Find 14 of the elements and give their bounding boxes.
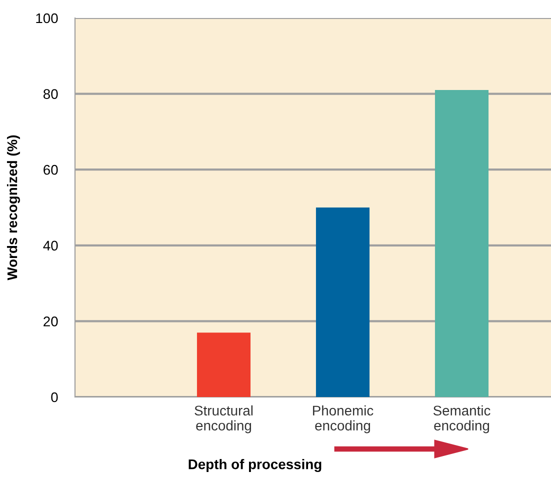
y-tick-label: 100 xyxy=(36,13,58,24)
y-tick-label: 60 xyxy=(44,164,58,175)
x-tick-label: Structural encoding xyxy=(194,405,253,434)
y-tick-label: 80 xyxy=(43,89,58,99)
y-tick-label: 40 xyxy=(43,240,58,251)
y-tick-label: 0 xyxy=(51,392,58,402)
bar xyxy=(434,90,489,397)
x-tick-label: Phonemic encoding xyxy=(313,405,374,434)
x-axis-title: Depth of processing xyxy=(188,459,322,472)
bar xyxy=(196,332,251,397)
bar xyxy=(316,208,370,397)
y-tick-label: 20 xyxy=(44,316,58,326)
x-tick-label: Semantic encoding xyxy=(433,405,490,434)
y-axis-title: Words recognized (%) xyxy=(6,135,20,280)
